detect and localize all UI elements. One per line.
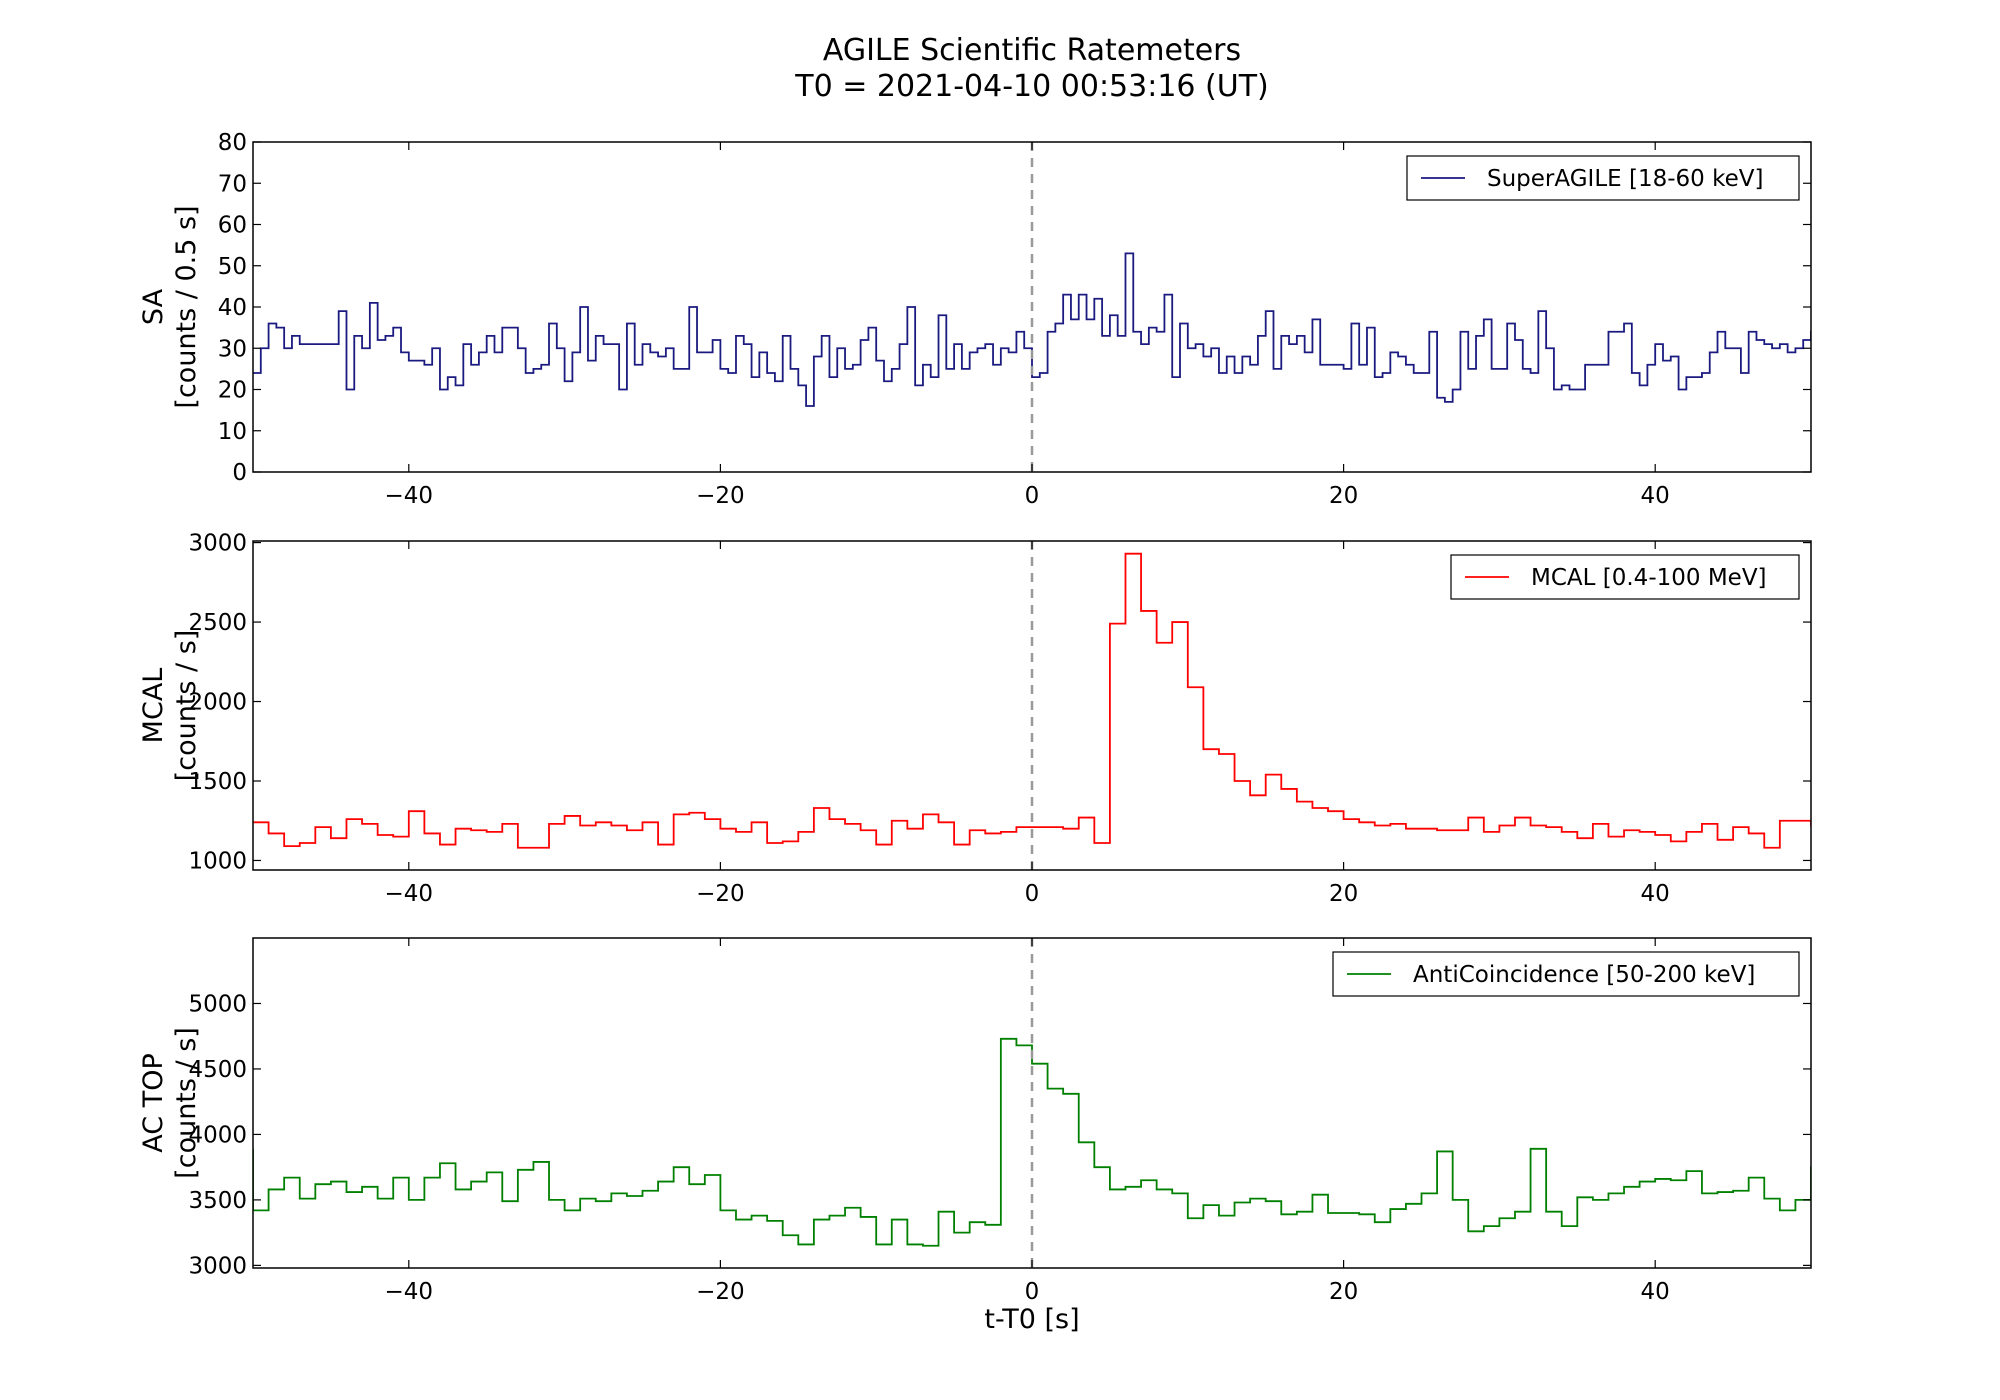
x-tick-label: −20 bbox=[696, 1279, 745, 1305]
series-line-sa bbox=[253, 252, 1811, 407]
x-tick-label: 40 bbox=[1641, 483, 1670, 509]
legend: MCAL [0.4-100 MeV] bbox=[1450, 554, 1800, 600]
y-tick-label: 3500 bbox=[188, 1188, 247, 1214]
legend: AntiCoincidence [50-200 keV] bbox=[1332, 951, 1800, 997]
y-axis-label-line1: MCAL bbox=[138, 668, 169, 744]
x-tick-label: −20 bbox=[696, 483, 745, 509]
y-axis-label: AC TOP[counts / s] bbox=[138, 1027, 202, 1179]
chart-subtitle: T0 = 2021-04-10 00:53:16 (UT) bbox=[794, 69, 1268, 104]
legend-label: SuperAGILE [18-60 keV] bbox=[1487, 166, 1763, 192]
x-tick-label: −40 bbox=[385, 483, 434, 509]
x-tick-label: 0 bbox=[1025, 1279, 1040, 1305]
x-tick-label: −40 bbox=[385, 881, 434, 907]
y-tick-label: 2000 bbox=[188, 690, 247, 716]
panel-sa: −40 −20 0 20 40 0 10 20 30 40 50 60 70 80 SA[counts / … bbox=[138, 130, 1812, 509]
y-tick-label: 10 bbox=[218, 419, 247, 445]
x-axis-label: t-T0 [s] bbox=[984, 1304, 1079, 1335]
y-tick-label: 1000 bbox=[188, 848, 247, 874]
panel-mcal: −40 −20 0 20 40 1000 1500 2000 2500 3000 MCAL[coun… bbox=[138, 531, 1812, 907]
y-tick-label: 4500 bbox=[188, 1057, 247, 1083]
x-tick-label: −20 bbox=[696, 881, 745, 907]
x-tick-label: 20 bbox=[1329, 483, 1358, 509]
y-tick-label: 5000 bbox=[188, 991, 247, 1017]
y-tick-label: 1500 bbox=[188, 769, 247, 795]
legend-label: AntiCoincidence [50-200 keV] bbox=[1413, 962, 1755, 988]
x-tick-label: 0 bbox=[1025, 483, 1040, 509]
x-tick-label: 40 bbox=[1641, 881, 1670, 907]
legend-label: MCAL [0.4-100 MeV] bbox=[1531, 565, 1767, 591]
x-tick-label: 20 bbox=[1329, 1279, 1358, 1305]
chart-title: AGILE Scientific Ratemeters bbox=[823, 33, 1241, 68]
x-tick-label: 20 bbox=[1329, 881, 1358, 907]
y-tick-label: 3000 bbox=[188, 531, 247, 557]
x-tick-label: 0 bbox=[1025, 881, 1040, 907]
y-axis-label: SA[counts / 0.5 s] bbox=[138, 205, 202, 408]
legend-box bbox=[1406, 155, 1800, 201]
y-tick-label: 40 bbox=[218, 295, 247, 321]
x-tick-label: −40 bbox=[385, 1279, 434, 1305]
series-line-mcal bbox=[253, 552, 1811, 849]
series-line-ac bbox=[253, 1037, 1811, 1247]
x-tick-label: 40 bbox=[1641, 1279, 1670, 1305]
legend-box bbox=[1332, 951, 1800, 997]
panel-ac: −40 −20 0 20 40 3000 3500 4000 4500 5000 AC TOP[co… bbox=[138, 937, 1812, 1305]
y-tick-label: 0 bbox=[232, 460, 247, 486]
y-axis-label-line2: [counts / s] bbox=[171, 630, 202, 782]
y-tick-label: 3000 bbox=[188, 1253, 247, 1279]
y-axis-label-line2: [counts / s] bbox=[171, 1027, 202, 1179]
y-tick-label: 20 bbox=[218, 378, 247, 404]
y-tick-label: 2500 bbox=[188, 610, 247, 636]
y-tick-label: 4000 bbox=[188, 1122, 247, 1148]
legend: SuperAGILE [18-60 keV] bbox=[1406, 155, 1800, 201]
y-axis-label: MCAL[counts / s] bbox=[138, 630, 202, 782]
y-tick-label: 30 bbox=[218, 336, 247, 362]
y-tick-label: 70 bbox=[218, 171, 247, 197]
y-axis-label-line2: [counts / 0.5 s] bbox=[171, 205, 202, 408]
y-axis-label-line1: AC TOP bbox=[138, 1053, 169, 1152]
y-axis-label-line1: SA bbox=[138, 288, 169, 325]
y-tick-label: 60 bbox=[218, 213, 247, 239]
y-tick-label: 50 bbox=[218, 254, 247, 280]
y-tick-label: 80 bbox=[218, 130, 247, 156]
